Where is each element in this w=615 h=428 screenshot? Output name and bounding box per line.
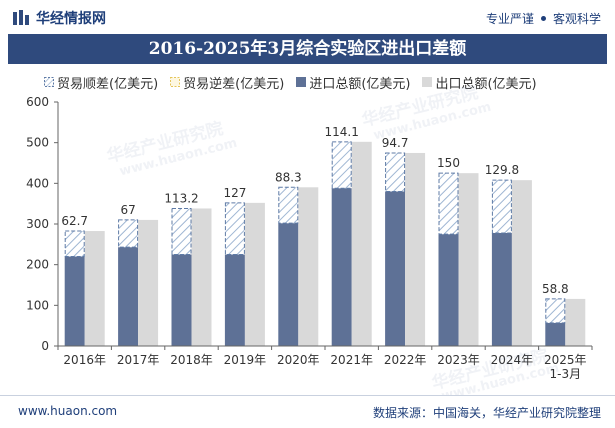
surplus-bar bbox=[491, 179, 512, 234]
header-bar: 华经情报网 专业严谨 客观科学 bbox=[0, 0, 615, 34]
logo-icon bbox=[13, 10, 29, 25]
bar-chart: 0 100 200 300 400 500 600 62.7 67 113.2 127 88.3 11… bbox=[26, 95, 593, 381]
footer-source: 数据来源：中国海关，华经产业研究院整理 bbox=[372, 406, 601, 420]
surplus-value-label: 94.7 bbox=[382, 136, 409, 150]
surplus-bar bbox=[331, 141, 352, 189]
brand-name: 华经情报网 bbox=[36, 11, 106, 27]
x-tick-label: 2023年 bbox=[437, 353, 480, 367]
surplus-value-label: 150 bbox=[437, 156, 460, 170]
footer: www.huaon.com 数据来源：中国海关，华经产业研究院整理 bbox=[0, 395, 615, 428]
export-bar bbox=[298, 187, 319, 346]
legend-swatch-import bbox=[296, 77, 307, 87]
surplus-value-label: 114.1 bbox=[325, 125, 359, 139]
legend-label-import: 进口总额(亿美元) bbox=[309, 76, 411, 92]
x-tick-label: 2020年 bbox=[277, 353, 320, 367]
import-bar bbox=[224, 254, 245, 346]
x-tick-label: 2024年 bbox=[491, 353, 534, 367]
x-tick-label: 2019年 bbox=[224, 353, 267, 367]
export-bar bbox=[511, 180, 532, 346]
export-bar bbox=[84, 231, 105, 346]
y-tick-label: 100 bbox=[26, 298, 49, 312]
brand-tags: 专业严谨 客观科学 bbox=[486, 10, 601, 27]
surplus-value-label: 58.8 bbox=[542, 282, 569, 296]
surplus-bar bbox=[64, 230, 85, 258]
export-bar bbox=[405, 152, 426, 346]
legend-item-export: 出口总额(亿美元) bbox=[422, 73, 537, 92]
x-tick-label: 2021年 bbox=[330, 353, 373, 367]
surplus-bar bbox=[171, 207, 192, 255]
legend: 贸易顺差(亿美元) 贸易逆差(亿美元) 进口总额(亿美元) 出口总额(亿美元) bbox=[44, 72, 604, 92]
surplus-bar bbox=[224, 202, 245, 255]
import-bar bbox=[331, 188, 352, 346]
surplus-bar bbox=[438, 172, 459, 235]
x-tick-label: 2022年 bbox=[384, 353, 427, 367]
import-bar bbox=[64, 256, 85, 346]
y-tick-label: 400 bbox=[26, 176, 49, 190]
x-tick-label: 2016年 bbox=[63, 353, 106, 367]
legend-label-deficit: 贸易逆差(亿美元) bbox=[183, 76, 285, 92]
surplus-value-label: 67 bbox=[120, 203, 135, 217]
export-bar bbox=[191, 208, 212, 346]
tag-rigorous: 专业严谨 bbox=[485, 12, 534, 26]
surplus-bar bbox=[385, 152, 406, 192]
import-bar bbox=[278, 223, 299, 346]
x-tick-label: 2025年 bbox=[544, 353, 587, 367]
surplus-value-label: 113.2 bbox=[164, 191, 198, 205]
footer-url: www.huaon.com bbox=[18, 404, 118, 418]
x-axis: 2016年 2017年 2018年 2019年 2020年 2021年 2022年 2023年… bbox=[57, 345, 593, 381]
x-tick-label: 1-3月 bbox=[549, 367, 581, 381]
import-bar bbox=[438, 234, 459, 346]
export-bar bbox=[244, 202, 265, 346]
x-tick-label: 2017年 bbox=[117, 353, 160, 367]
surplus-bar bbox=[118, 219, 139, 248]
legend-item-surplus: 贸易顺差(亿美元) bbox=[44, 73, 158, 92]
y-tick-label: 500 bbox=[26, 136, 49, 150]
y-axis: 0 100 200 300 400 500 600 bbox=[26, 95, 59, 353]
legend-swatch-export bbox=[422, 77, 433, 87]
legend-swatch-deficit bbox=[170, 77, 181, 87]
export-bar bbox=[351, 141, 372, 346]
separator-dot-icon bbox=[540, 16, 546, 21]
y-tick-label: 200 bbox=[26, 258, 49, 272]
surplus-bar bbox=[278, 186, 299, 224]
import-bar bbox=[171, 254, 192, 346]
bars-group: 62.7 67 113.2 127 88.3 114.1 94.7 150 129.8 58.8 bbox=[61, 125, 586, 346]
legend-label-export: 出口总额(亿美元) bbox=[435, 76, 537, 92]
import-bar bbox=[118, 247, 139, 346]
x-tick-label: 2018年 bbox=[170, 353, 213, 367]
legend-item-import: 进口总额(亿美元) bbox=[296, 73, 410, 92]
import-bar bbox=[545, 322, 566, 346]
legend-item-deficit: 贸易逆差(亿美元) bbox=[170, 73, 284, 92]
y-tick-label: 300 bbox=[26, 217, 49, 231]
surplus-value-label: 127 bbox=[223, 186, 246, 200]
surplus-value-label: 88.3 bbox=[275, 170, 302, 184]
legend-swatch-surplus bbox=[44, 77, 54, 87]
title-band: 2016-2025年3月综合实验区进出口差额 bbox=[8, 34, 607, 64]
legend-label-surplus: 贸易顺差(亿美元) bbox=[57, 76, 159, 92]
export-bar bbox=[565, 298, 586, 346]
y-tick-label: 0 bbox=[41, 339, 49, 353]
surplus-value-label: 62.7 bbox=[61, 214, 88, 228]
export-bar bbox=[138, 219, 159, 346]
surplus-value-label: 129.8 bbox=[485, 163, 519, 177]
y-tick-label: 600 bbox=[26, 95, 49, 109]
chart-title: 2016-2025年3月综合实验区进出口差额 bbox=[148, 39, 467, 59]
import-bar bbox=[385, 191, 406, 346]
brand: 华经情报网 bbox=[12, 8, 106, 28]
tag-objective: 客观科学 bbox=[552, 12, 601, 26]
surplus-bar bbox=[545, 298, 566, 324]
import-bar bbox=[491, 232, 512, 346]
export-bar bbox=[458, 173, 479, 346]
